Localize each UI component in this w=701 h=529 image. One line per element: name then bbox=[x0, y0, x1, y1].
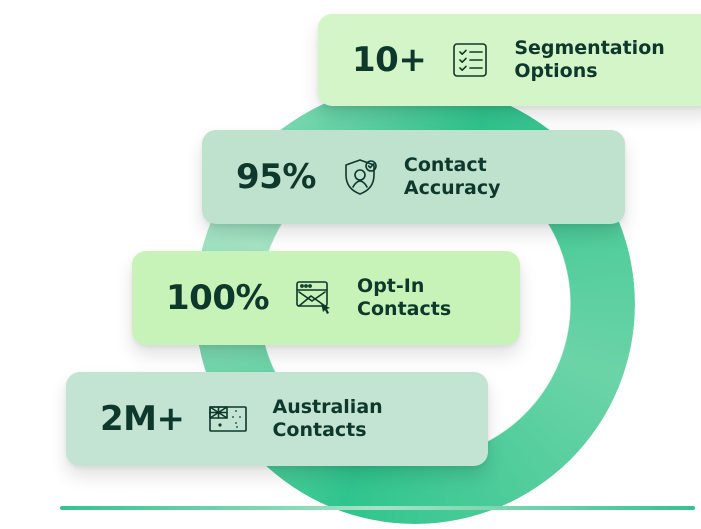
stat-label: Segmentation Options bbox=[514, 37, 664, 83]
stat-label: Australian Contacts bbox=[272, 396, 382, 442]
stat-value: 95% bbox=[236, 157, 316, 197]
auflag-icon bbox=[206, 397, 250, 441]
stat-label: Contact Accuracy bbox=[404, 154, 501, 200]
stat-card-accuracy: 95% Contact Accuracy bbox=[202, 130, 625, 224]
stat-value: 2M+ bbox=[100, 399, 184, 439]
mailclick-icon bbox=[291, 276, 335, 320]
stat-label: Opt-In Contacts bbox=[357, 275, 451, 321]
stat-card-optin: 100% Opt-In Contacts bbox=[132, 251, 520, 345]
stat-value: 100% bbox=[166, 278, 269, 318]
checklist-icon bbox=[448, 38, 492, 82]
infographic-stage: 10+ Segmentation Options 95% Contact Acc… bbox=[0, 0, 701, 529]
stat-card-australian: 2M+ Australian Contacts bbox=[66, 372, 488, 466]
stat-card-segmentation: 10+ Segmentation Options bbox=[318, 14, 701, 106]
shield-icon bbox=[338, 155, 382, 199]
baseline-bar bbox=[60, 506, 695, 510]
stat-value: 10+ bbox=[352, 40, 426, 80]
